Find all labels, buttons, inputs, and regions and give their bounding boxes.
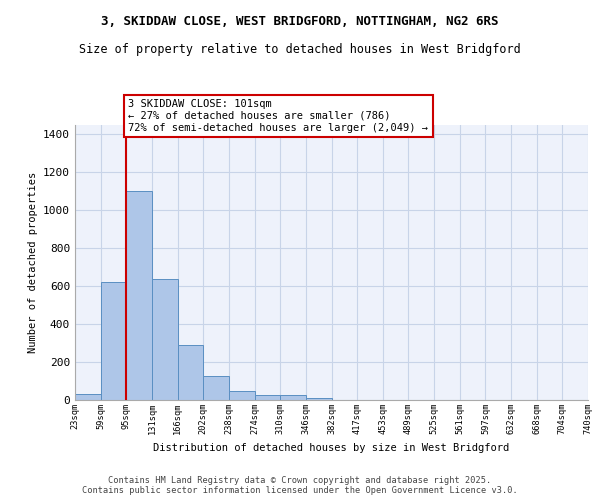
Text: 3, SKIDDAW CLOSE, WEST BRIDGFORD, NOTTINGHAM, NG2 6RS: 3, SKIDDAW CLOSE, WEST BRIDGFORD, NOTTIN… [101, 15, 499, 28]
Bar [280, 396, 306, 400]
Bar [229, 390, 254, 400]
Bar [203, 376, 229, 400]
Text: 3 SKIDDAW CLOSE: 101sqm
← 27% of detached houses are smaller (786)
72% of semi-d: 3 SKIDDAW CLOSE: 101sqm ← 27% of detache… [128, 100, 428, 132]
Y-axis label: Number of detached properties: Number of detached properties [28, 172, 38, 353]
Bar [152, 278, 178, 400]
Bar [178, 345, 203, 400]
Text: Size of property relative to detached houses in West Bridgford: Size of property relative to detached ho… [79, 42, 521, 56]
X-axis label: Distribution of detached houses by size in West Bridgford: Distribution of detached houses by size … [154, 442, 509, 452]
Text: Contains HM Land Registry data © Crown copyright and database right 2025.
Contai: Contains HM Land Registry data © Crown c… [82, 476, 518, 495]
Bar [101, 282, 127, 400]
Bar [127, 192, 152, 400]
Bar [254, 396, 280, 400]
Bar [306, 398, 331, 400]
Bar [75, 394, 101, 400]
